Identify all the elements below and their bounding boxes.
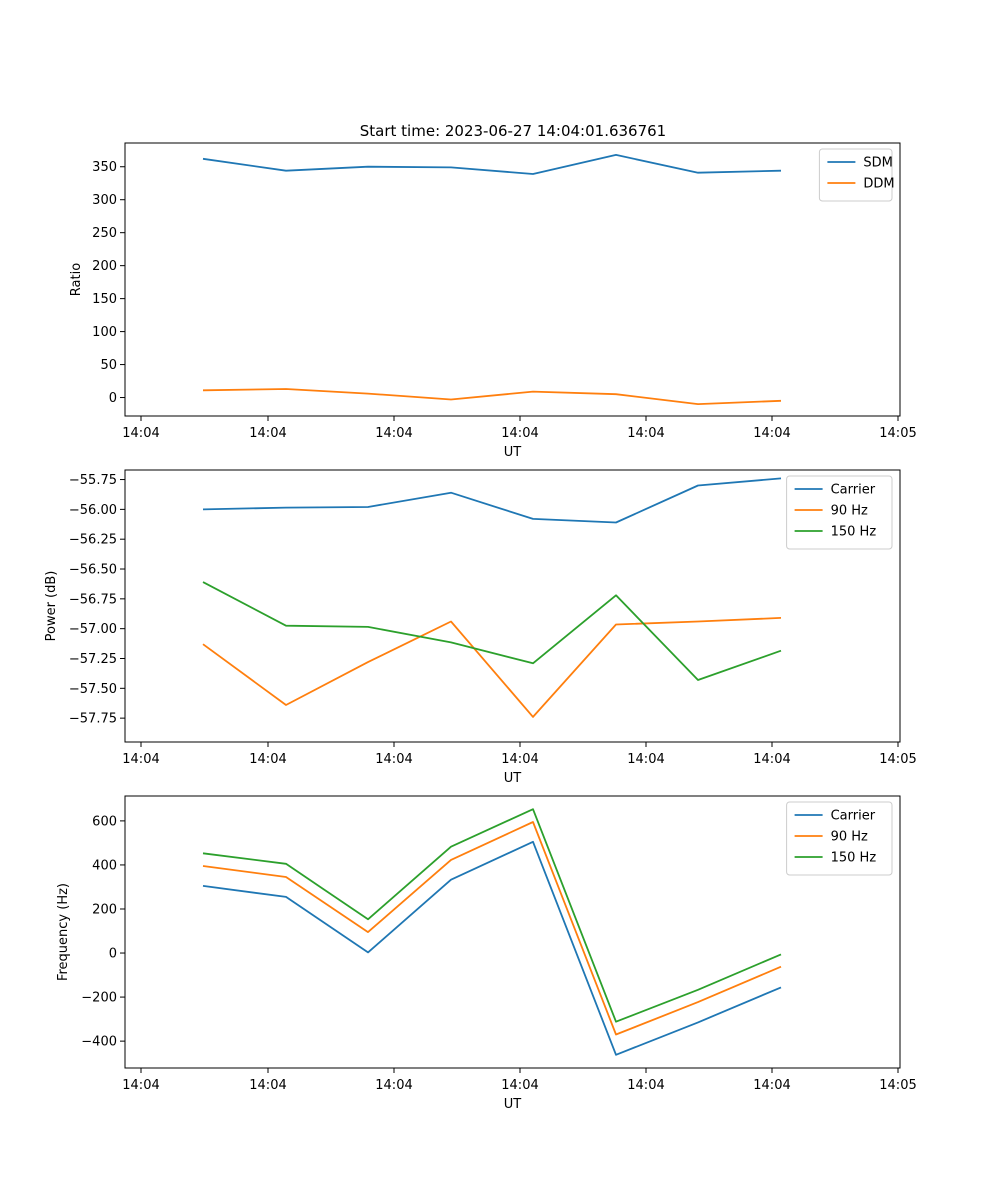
- y-tick-label: −57.50: [69, 682, 117, 697]
- x-axis-label: UT: [504, 1097, 522, 1112]
- plot-frame: [124, 795, 901, 1069]
- series-line-90-hz: [202, 617, 782, 718]
- x-tick-label: 14:04: [122, 1078, 159, 1093]
- x-tick-label: 14:04: [375, 1078, 412, 1093]
- y-axis-label: Frequency (Hz): [56, 883, 71, 981]
- x-tick-label: 14:04: [501, 752, 538, 767]
- y-tick-label: −56.50: [69, 563, 117, 578]
- x-tick-label: 14:04: [375, 426, 412, 441]
- series-line-150-hz: [202, 808, 782, 1023]
- y-tick-label: 200: [92, 902, 117, 917]
- x-tick-label: 14:04: [122, 752, 159, 767]
- y-tick-label: 600: [92, 814, 117, 829]
- y-tick-label: −56.75: [69, 592, 117, 607]
- x-tick-label: 14:04: [627, 1078, 664, 1093]
- y-tick-label: −56.25: [69, 533, 117, 548]
- x-tick-label: 14:04: [753, 426, 790, 441]
- y-tick-label: 350: [92, 160, 117, 175]
- y-tick-label: −57.25: [69, 652, 117, 667]
- y-axis-label: Ratio: [69, 263, 84, 296]
- legend-entry: SDM: [863, 156, 892, 171]
- y-tick-label: 150: [92, 292, 117, 307]
- legend-entry: Carrier: [831, 483, 876, 498]
- legend-entry: 90 Hz: [831, 830, 868, 845]
- y-tick-label: 0: [109, 947, 117, 962]
- x-tick-label: 14:05: [879, 752, 916, 767]
- x-tick-label: 14:05: [879, 1078, 916, 1093]
- series-line-ddm: [202, 388, 782, 406]
- panel-3: −400 −200 0 200 400 600 14:04 14:04 14:04 14:04 14…: [56, 795, 917, 1112]
- y-tick-label: −200: [81, 991, 117, 1006]
- legend-entry: 90 Hz: [831, 504, 868, 519]
- y-tick-label: −56.00: [69, 503, 117, 518]
- x-tick-label: 14:04: [753, 1078, 790, 1093]
- legend: Carrier 90 Hz 150 Hz: [786, 475, 893, 550]
- x-tick-label: 14:04: [501, 1078, 538, 1093]
- y-tick-label: −57.75: [69, 712, 117, 727]
- legend-entry: Carrier: [831, 809, 876, 824]
- x-tick-label: 14:04: [249, 1078, 286, 1093]
- x-axis-label: UT: [504, 445, 522, 460]
- y-tick-label: −57.00: [69, 622, 117, 637]
- legend: SDM DDM: [818, 148, 895, 202]
- plot-frame: [124, 142, 901, 417]
- legend-entry: DDM: [863, 177, 894, 192]
- panel-1: 0 50 100 150 200 250 300 350 14:04 14:04 14:04 14:0…: [69, 142, 917, 460]
- x-tick-label: 14:04: [249, 426, 286, 441]
- y-tick-label: −55.75: [69, 473, 117, 488]
- x-tick-label: 14:04: [122, 426, 159, 441]
- y-tick-label: 200: [92, 259, 117, 274]
- y-tick-label: 300: [92, 193, 117, 208]
- y-tick-label: −400: [81, 1035, 117, 1050]
- y-axis-label: Power (dB): [44, 571, 59, 642]
- figure-title: Start time: 2023-06-27 14:04:01.636761: [360, 122, 666, 140]
- x-tick-label: 14:04: [375, 752, 412, 767]
- x-tick-label: 14:05: [879, 426, 916, 441]
- series-line-carrier: [202, 840, 782, 1056]
- y-tick-label: 100: [92, 325, 117, 340]
- series-line-carrier: [202, 477, 782, 524]
- x-tick-label: 14:04: [627, 752, 664, 767]
- series-line-150-hz: [202, 581, 782, 681]
- x-tick-label: 14:04: [501, 426, 538, 441]
- plot-frame: [124, 469, 901, 743]
- x-tick-label: 14:04: [249, 752, 286, 767]
- y-tick-label: 50: [100, 358, 117, 373]
- series-line-sdm: [202, 153, 782, 175]
- legend-entry: 150 Hz: [831, 851, 877, 866]
- series-line-90-hz: [202, 821, 782, 1036]
- legend-entry: 150 Hz: [831, 525, 877, 540]
- x-tick-label: 14:04: [627, 426, 664, 441]
- x-tick-label: 14:04: [753, 752, 790, 767]
- y-tick-label: 400: [92, 858, 117, 873]
- legend: Carrier 90 Hz 150 Hz: [786, 801, 893, 876]
- panel-2: −57.75 −57.50 −57.25 −57.00 −56.75 −56.50 −56.…: [44, 469, 917, 786]
- x-axis-label: UT: [504, 771, 522, 786]
- y-tick-label: 0: [109, 391, 117, 406]
- y-tick-label: 250: [92, 226, 117, 241]
